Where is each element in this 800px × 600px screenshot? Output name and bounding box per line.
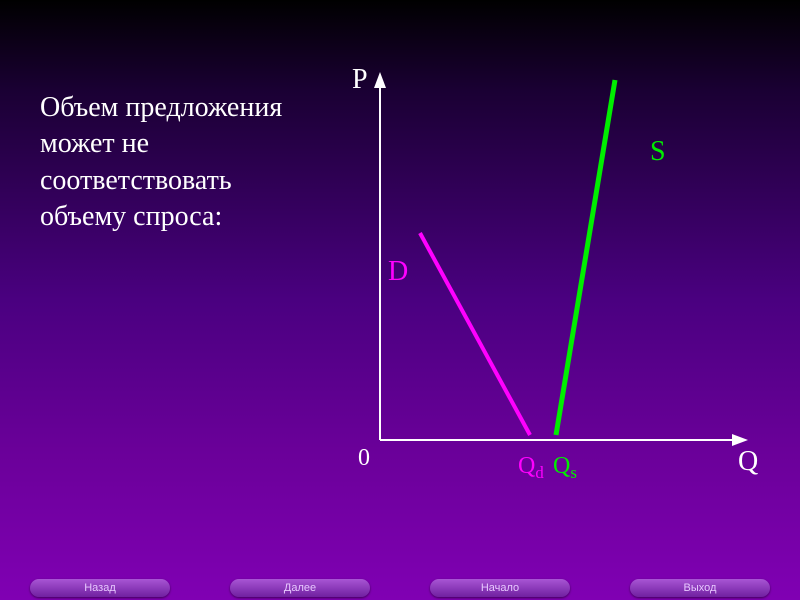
body-text: Объем предложения может не соответствова… <box>40 90 300 236</box>
qd-label: Qd <box>518 453 544 482</box>
y-axis-label: P <box>352 64 368 95</box>
nav-next-label: Далее <box>284 582 316 594</box>
supply-line <box>556 80 615 435</box>
nav-exit-button[interactable]: Выход <box>600 576 800 600</box>
supply-demand-chart: P Q 0 D S Qd Qs <box>340 60 760 490</box>
y-axis-arrow <box>374 72 386 88</box>
description-block: Объем предложения может не соответствова… <box>40 90 300 236</box>
origin-label: 0 <box>358 445 370 471</box>
nav-back-button[interactable]: Назад <box>0 576 200 600</box>
qs-label: Qs <box>553 453 577 482</box>
nav-next-button[interactable]: Далее <box>200 576 400 600</box>
nav-exit-label: Выход <box>684 582 717 594</box>
supply-label: S <box>650 136 666 167</box>
nav-back-label: Назад <box>84 582 116 594</box>
x-axis-arrow <box>732 434 748 446</box>
demand-line <box>420 233 530 435</box>
nav-home-label: Начало <box>481 582 519 594</box>
chart-svg: P Q 0 D S Qd Qs <box>340 60 760 490</box>
x-axis-label: Q <box>738 446 758 477</box>
demand-label: D <box>388 256 408 287</box>
nav-bar: Назад Далее Начало Выход <box>0 576 800 600</box>
nav-home-button[interactable]: Начало <box>400 576 600 600</box>
